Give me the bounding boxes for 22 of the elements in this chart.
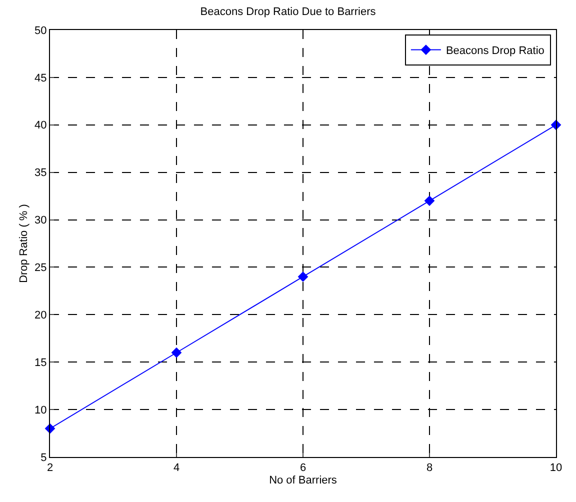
legend-label: Beacons Drop Ratio bbox=[446, 45, 544, 58]
y-tick-label: 10 bbox=[34, 404, 47, 416]
point bbox=[171, 347, 182, 358]
y-tick-label: 40 bbox=[34, 120, 47, 132]
y-tick-label: 5 bbox=[40, 452, 47, 464]
x-tick-label: 8 bbox=[426, 462, 433, 474]
y-tick-label: 15 bbox=[34, 356, 47, 369]
x-tick-label: 10 bbox=[550, 462, 562, 474]
y-tick-label: 25 bbox=[34, 262, 47, 274]
x-tick-label: 6 bbox=[300, 462, 306, 474]
y-axis-title: Drop Ratio ( % ) bbox=[18, 204, 30, 283]
y-tick-label: 45 bbox=[34, 72, 47, 84]
y-tick-label: 50 bbox=[34, 24, 47, 37]
point bbox=[424, 196, 435, 206]
x-tick-label: 4 bbox=[173, 462, 180, 474]
y-tick-label: 30 bbox=[34, 214, 47, 227]
x-tick-label: 2 bbox=[46, 462, 54, 474]
y-tick-label: 35 bbox=[34, 167, 47, 180]
point bbox=[298, 272, 308, 282]
x-axis-title: No of Barriers bbox=[269, 474, 338, 486]
y-tick-label: 20 bbox=[34, 310, 47, 322]
chart-title: Beacons Drop Ratio Due to Barriers bbox=[200, 6, 376, 18]
